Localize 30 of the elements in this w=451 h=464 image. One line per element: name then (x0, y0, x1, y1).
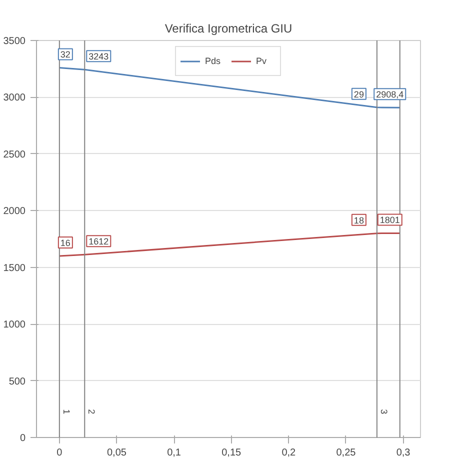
line-series (58, 232, 401, 257)
x-tick-label: 0,1 (167, 448, 182, 458)
x-tick-label: 0,3 (396, 448, 411, 458)
legend-label: Pv (256, 56, 268, 66)
annotation: 16 (60, 238, 70, 248)
y-tick-label: 1000 (3, 320, 26, 331)
data-label: 2908,4 (376, 90, 404, 100)
x-tick-label: 0,15 (222, 448, 242, 458)
annotation: 32 (60, 50, 70, 60)
x-tick-label: 0,25 (336, 448, 356, 458)
annotation: 29 (354, 89, 364, 100)
y-tick-label: 500 (8, 376, 26, 388)
x-tick-label: 0 (56, 448, 63, 458)
x-tick-label: 0,05 (107, 448, 127, 458)
legend-label: Pds (205, 56, 222, 66)
data-label: 3243 (88, 52, 109, 62)
y-tick-label: 2500 (3, 149, 26, 160)
y-tick-label: 3000 (3, 92, 26, 104)
annotation: 1 (61, 409, 72, 414)
chart-title: Verifica Igrometrica GIU (164, 22, 292, 36)
y-tick-label: 0 (20, 433, 26, 444)
y-tick-label: 3500 (3, 36, 26, 47)
data-label: 1612 (88, 236, 109, 247)
annotation: 2 (86, 409, 97, 414)
y-tick-label: 2000 (3, 206, 26, 218)
y-tick-label: 1500 (3, 262, 26, 274)
annotation: 3 (378, 409, 389, 414)
data-label: 1801 (380, 215, 400, 226)
x-tick-label: 0,2 (282, 448, 296, 458)
annotation: 18 (354, 215, 364, 226)
